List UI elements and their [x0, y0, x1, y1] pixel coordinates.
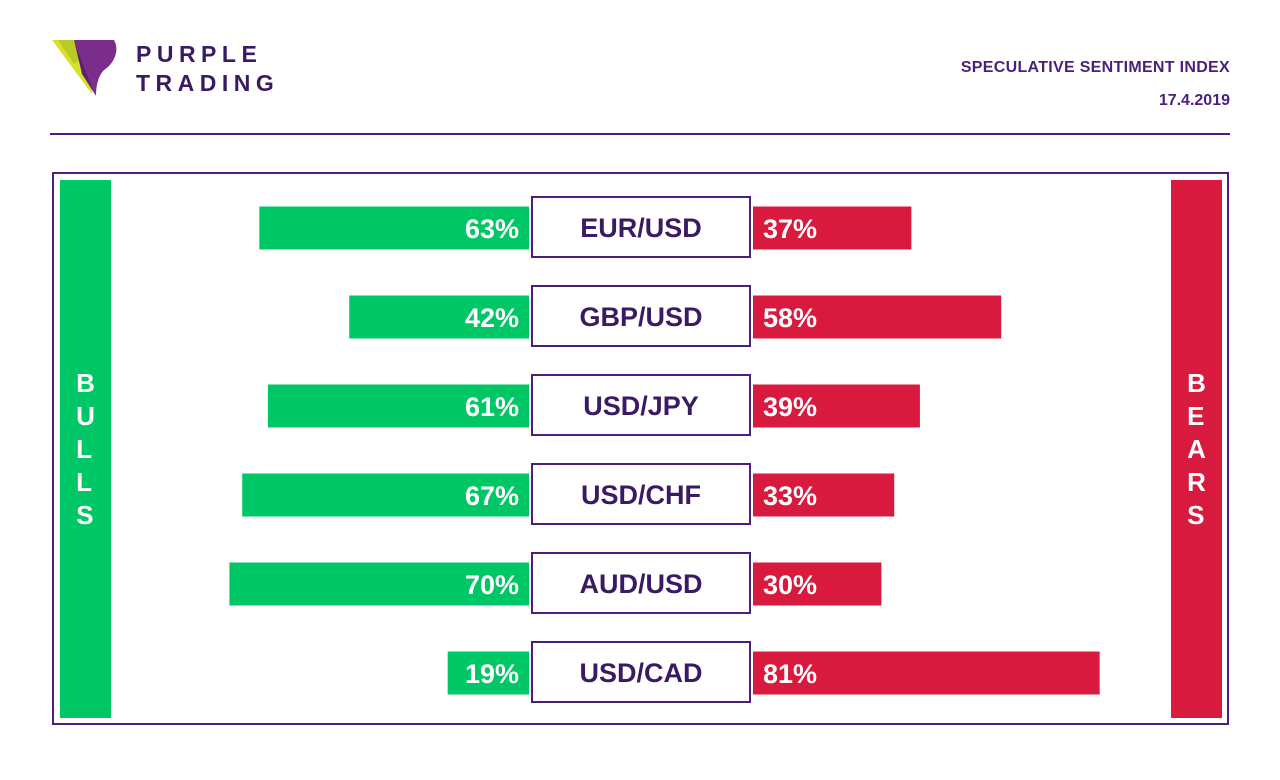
pair-label-box — [531, 196, 751, 258]
bulls-value-label: 61% — [465, 392, 519, 422]
bulls-bar — [267, 384, 529, 428]
brand-line-1: PURPLE — [136, 41, 263, 67]
pair-label-box — [531, 463, 751, 525]
bears-label-letter: A — [1187, 433, 1206, 464]
purple-trading-logo-icon — [52, 40, 117, 96]
brand-wordmark: PURPLE TRADING — [136, 40, 279, 98]
bulls-value-label: 63% — [465, 214, 519, 244]
pair-label-box — [531, 374, 751, 436]
header-divider — [50, 133, 1230, 135]
pair-label-box — [531, 285, 751, 347]
bears-value-label: 81% — [763, 659, 817, 689]
pair-label: USD/CAD — [579, 658, 702, 688]
bulls-bar — [259, 206, 529, 250]
brand-line-2: TRADING — [136, 70, 280, 96]
bears-bar — [753, 384, 920, 428]
pair-label: USD/JPY — [583, 391, 699, 421]
header-info: SPECULATIVE SENTIMENT INDEX 17.4.2019 — [961, 58, 1230, 111]
bulls-label-letter: L — [76, 433, 92, 464]
bulls-label-letter: B — [76, 367, 95, 398]
bulls-value-label: 42% — [465, 303, 519, 333]
page-title: SPECULATIVE SENTIMENT INDEX — [960, 59, 1230, 76]
pair-label: AUD/USD — [579, 569, 702, 599]
bulls-bar — [447, 651, 529, 695]
pair-label-box — [531, 641, 751, 703]
bulls-label-letter: U — [76, 400, 95, 431]
brand-logo: PURPLE TRADING — [52, 38, 312, 102]
bulls-value-label: 67% — [465, 481, 519, 511]
pair-label: USD/CHF — [581, 480, 701, 510]
pair-label-box — [531, 552, 751, 614]
bulls-value-label: 70% — [465, 570, 519, 600]
chart-frame — [52, 172, 1229, 725]
bears-label-letter: B — [1187, 367, 1206, 398]
bears-bar — [753, 473, 895, 517]
bears-value-label: 39% — [763, 392, 817, 422]
bulls-label-letter: S — [76, 499, 94, 530]
pair-label: GBP/USD — [579, 302, 702, 332]
bulls-label-letter: L — [76, 466, 92, 497]
bulls-value-label: 19% — [465, 659, 519, 689]
bulls-bar — [349, 295, 529, 339]
bulls-bar — [242, 473, 530, 517]
pair-label: EUR/USD — [580, 213, 702, 243]
report-date: 17.4.2019 — [1158, 92, 1230, 109]
bears-label-letter: E — [1187, 400, 1205, 431]
bears-value-label: 33% — [763, 481, 817, 511]
bears-label-letter: R — [1187, 466, 1206, 497]
bears-value-label: 58% — [763, 303, 817, 333]
bears-bar — [753, 206, 912, 250]
bulls-bar — [229, 562, 529, 606]
bears-bar — [753, 562, 882, 606]
bears-bar — [753, 651, 1100, 695]
bears-label-letter: S — [1187, 499, 1205, 530]
bears-bar — [753, 295, 1002, 339]
bears-value-label: 37% — [763, 214, 817, 244]
bears-value-label: 30% — [763, 570, 817, 600]
